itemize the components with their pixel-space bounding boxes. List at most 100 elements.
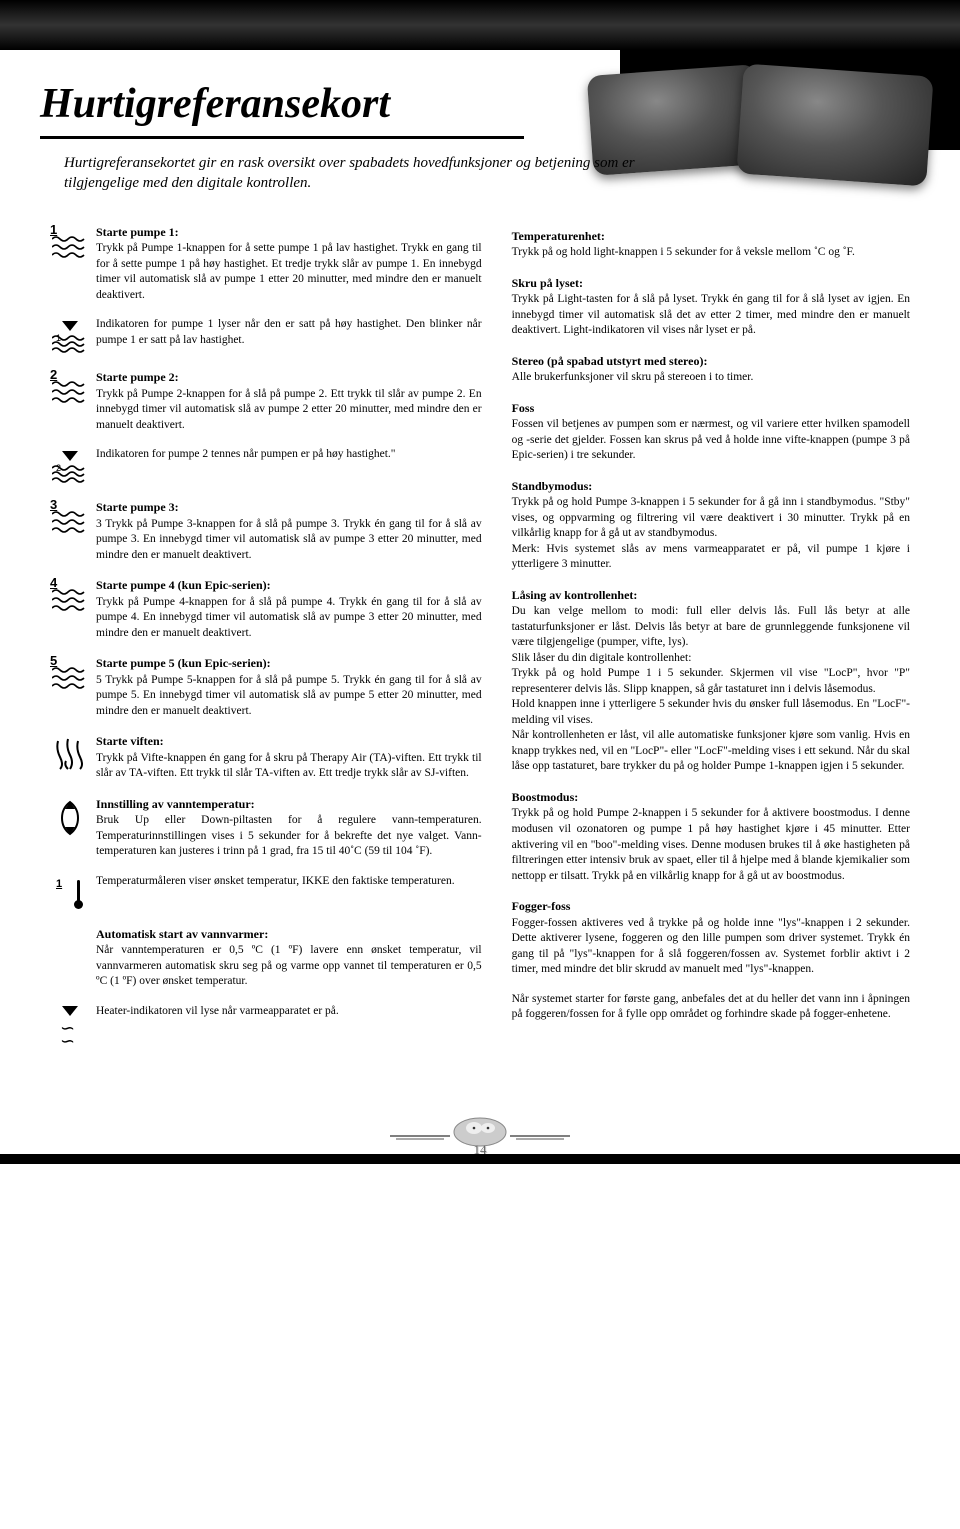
left-section: 1 Temperaturmåleren viser ønsket temperat… xyxy=(50,874,482,912)
section-heading: Starte pumpe 5 (kun Epic-serien): xyxy=(96,656,271,670)
icon-column xyxy=(50,733,96,782)
pump-3-icon: 3 xyxy=(50,501,90,539)
block-body: Trykk på og hold light-knappen i 5 sekun… xyxy=(512,246,855,258)
left-section: Automatisk start av vannvarmer: Når vannt… xyxy=(50,926,482,990)
text-column: Innstilling av vanntemperatur: Bruk Up el… xyxy=(96,796,482,860)
text-column: Starte pumpe 1: Trykk på Pumpe 1-knappen … xyxy=(96,224,482,304)
right-block: Låsing av kontrollenhet: Du kan velge mel… xyxy=(512,587,910,775)
left-section: 2 Indikatoren for pumpe 2 tennes når pump… xyxy=(50,447,482,485)
left-section: Starte viften:Trykk på Vifte-knappen én … xyxy=(50,733,482,782)
text-column: Temperaturmåleren viser ønsket temperatu… xyxy=(96,874,482,912)
left-section: 3 Starte pumpe 3: 3 Trykk på Pumpe 3-knapp… xyxy=(50,499,482,563)
right-block: Standbymodus: Trykk på og hold Pumpe 3-kn… xyxy=(512,478,910,573)
bottom-banner xyxy=(0,1154,960,1164)
icon-column: 5 xyxy=(50,655,96,719)
pump-1-icon: 1 xyxy=(50,226,90,264)
section-body: 5 Trykk på Pumpe 5-knappen for å slå på … xyxy=(96,674,482,717)
pump-2-icon: 2 xyxy=(50,371,90,409)
right-block: Boostmodus:Trykk på og hold Pumpe 2-knap… xyxy=(512,789,910,884)
text-column: Starte viften:Trykk på Vifte-knappen én … xyxy=(96,733,482,782)
heater-indicator-icon: ∽∽ xyxy=(50,1006,90,1050)
footer-ornament: 14 xyxy=(380,1108,580,1158)
block-body: Fossen vil betjenes av pumpen som er nær… xyxy=(512,418,910,461)
section-body: Når vanntemperaturen er 0,5 ºC (1 ºF) la… xyxy=(96,944,482,987)
block-heading: Boostmodus: xyxy=(512,790,579,804)
icon-column: 1 xyxy=(50,224,96,304)
page-subtitle: Hurtigreferansekortet gir en rask oversi… xyxy=(64,153,680,194)
section-body: Trykk på Pumpe 1-knappen for å sette pum… xyxy=(96,242,482,301)
section-heading: Innstilling av vanntemperatur: xyxy=(96,797,255,811)
fan-icon xyxy=(50,735,90,771)
block-body: Du kan velge mellom to modi: full eller … xyxy=(512,605,910,772)
right-block: Foss Fossen vil betjenes av pumpen som er… xyxy=(512,400,910,464)
icon-column xyxy=(50,796,96,860)
block-body: Trykk på og hold Pumpe 3-knappen i 5 sek… xyxy=(512,496,910,570)
text-column: Starte pumpe 2: Trykk på Pumpe 2-knappen … xyxy=(96,369,482,433)
up-down-icon xyxy=(50,798,90,838)
block-heading: Låsing av kontrollenhet: xyxy=(512,588,638,602)
section-body: Trykk på Pumpe 4-knappen for å slå på pu… xyxy=(96,596,482,639)
section-heading: Starte pumpe 1: xyxy=(96,225,179,239)
block-body: Fogger-fossen aktiveres ved å trykke på … xyxy=(512,917,910,976)
icon-column: 3 xyxy=(50,499,96,563)
text-column: Automatisk start av vannvarmer: Når vannt… xyxy=(96,926,482,990)
section-heading: Automatisk start av vannvarmer: xyxy=(96,927,268,941)
section-body: Temperaturmåleren viser ønsket temperatu… xyxy=(96,875,455,887)
left-section: 1 Starte pumpe 1: Trykk på Pumpe 1-knappen… xyxy=(50,224,482,304)
content-columns: 1 Starte pumpe 1: Trykk på Pumpe 1-knappen… xyxy=(0,204,960,1095)
left-section: 4 Starte pumpe 4 (kun Epic-serien): Trykk … xyxy=(50,577,482,641)
right-block: Fogger-foss Fogger-fossen aktiveres ved å… xyxy=(512,898,910,978)
right-block: Temperaturenhet: Trykk på og hold light-k… xyxy=(512,228,910,261)
section-body: 3 Trykk på Pumpe 3-knappen for å slå på … xyxy=(96,518,482,561)
icon-column: 1 xyxy=(50,874,96,912)
text-column: Heater-indikatoren vil lyse når varmeapp… xyxy=(96,1004,482,1050)
icon-column: 2 xyxy=(50,447,96,485)
text-column: Starte pumpe 4 (kun Epic-serien): Trykk p… xyxy=(96,577,482,641)
text-column: Indikatoren for pumpe 1 lyser når den er… xyxy=(96,317,482,355)
pump-5-icon: 5 xyxy=(50,657,90,695)
pump-4-icon: 4 xyxy=(50,579,90,617)
block-body: Alle brukerfunksjoner vil skru på stereo… xyxy=(512,371,754,383)
icon-column: 2 xyxy=(50,369,96,433)
block-heading: Foss xyxy=(512,401,535,415)
left-section: ∽∽ Heater-indikatoren vil lyse når varmea… xyxy=(50,1004,482,1050)
section-body: Trykk på Pumpe 2-knappen for å slå på pu… xyxy=(96,388,482,431)
left-section: 5 Starte pumpe 5 (kun Epic-serien): 5 Tryk… xyxy=(50,655,482,719)
right-block: Skru på lyset: Trykk på Light-tasten for … xyxy=(512,275,910,339)
right-block: Stereo (på spabad utstyrt med stereo):Al… xyxy=(512,353,910,386)
pump-2-indicator-icon: 2 xyxy=(50,451,90,485)
thermometer-icon: 1 xyxy=(50,876,90,912)
icon-column: ∽∽ xyxy=(50,1004,96,1050)
header: Hurtigreferansekort Hurtigreferansekorte… xyxy=(0,50,960,204)
title-rule xyxy=(40,136,524,139)
page-title: Hurtigreferansekort xyxy=(40,80,920,128)
left-column: 1 Starte pumpe 1: Trykk på Pumpe 1-knappen… xyxy=(50,224,482,1065)
text-column: Indikatoren for pumpe 2 tennes når pumpe… xyxy=(96,447,482,485)
text-column: Starte pumpe 5 (kun Epic-serien): 5 Trykk… xyxy=(96,655,482,719)
section-heading: Starte pumpe 3: xyxy=(96,500,179,514)
section-body: Heater-indikatoren vil lyse når varmeapp… xyxy=(96,1005,339,1017)
footer: 14 xyxy=(0,1094,960,1164)
block-heading: Temperaturenhet: xyxy=(512,229,605,243)
section-body: Bruk Up eller Down-piltasten for å regul… xyxy=(96,814,482,857)
block-body: Trykk på Light-tasten for å slå på lyset… xyxy=(512,293,910,336)
pump-1-indicator-icon: 1 xyxy=(50,321,90,355)
right-block: Når systemet starter for første gang, an… xyxy=(512,992,910,1023)
block-heading: Standbymodus: xyxy=(512,479,593,493)
section-body: Trykk på Vifte-knappen én gang for å skr… xyxy=(96,752,482,780)
left-section: 1Indikatoren for pumpe 1 lyser når den e… xyxy=(50,317,482,355)
right-column: Temperaturenhet: Trykk på og hold light-k… xyxy=(512,224,910,1065)
icon-column xyxy=(50,926,96,990)
icon-column: 1 xyxy=(50,317,96,355)
left-section: Innstilling av vanntemperatur: Bruk Up el… xyxy=(50,796,482,860)
block-heading: Fogger-foss xyxy=(512,899,571,913)
left-section: 2 Starte pumpe 2: Trykk på Pumpe 2-knappen… xyxy=(50,369,482,433)
icon-column: 4 xyxy=(50,577,96,641)
text-column: Starte pumpe 3: 3 Trykk på Pumpe 3-knappe… xyxy=(96,499,482,563)
block-body: Når systemet starter for første gang, an… xyxy=(512,993,910,1021)
section-body: Indikatoren for pumpe 1 lyser når den er… xyxy=(96,318,482,346)
block-heading: Skru på lyset: xyxy=(512,276,583,290)
section-heading: Starte pumpe 4 (kun Epic-serien): xyxy=(96,578,271,592)
section-body: Indikatoren for pumpe 2 tennes når pumpe… xyxy=(96,448,395,460)
section-heading: Starte pumpe 2: xyxy=(96,370,179,384)
